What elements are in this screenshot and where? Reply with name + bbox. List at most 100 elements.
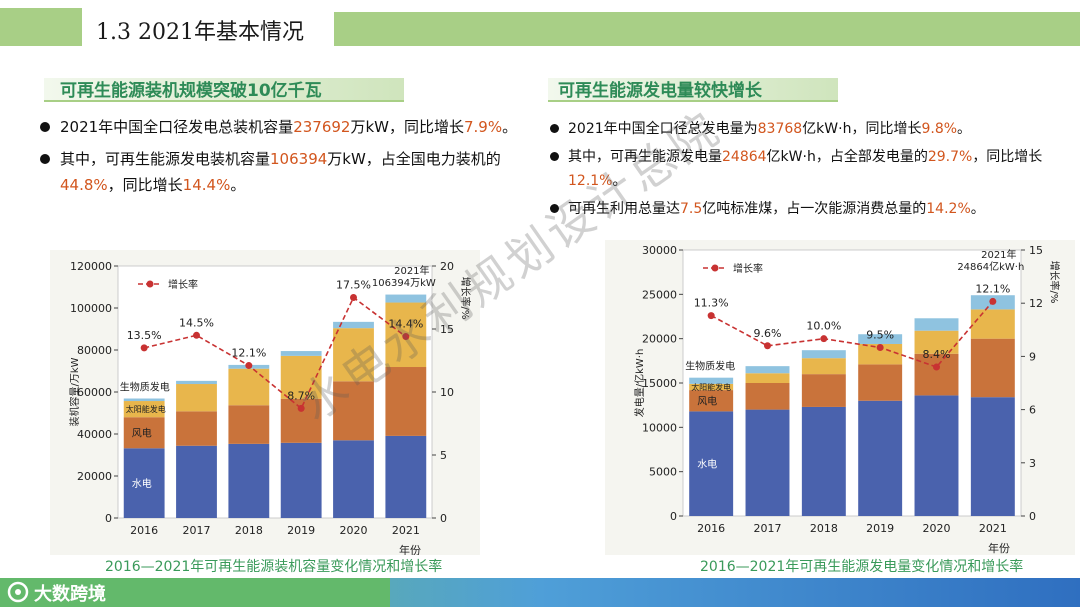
rate-label: 14.4% xyxy=(388,318,423,331)
y2-tick-label: 9 xyxy=(1029,350,1036,363)
y-tick-label: 15000 xyxy=(642,377,677,390)
text: 其中，可再生能源发电量 xyxy=(568,149,722,165)
bar-segment-solar xyxy=(123,401,165,418)
bar-segment-hydro xyxy=(385,435,427,518)
bar-segment-solar xyxy=(914,330,959,354)
right-chart-caption: 2016—2021年可再生能源发电量变化情况和增长率 xyxy=(700,559,1024,575)
right-bullet-list: 2021年中国全口径总发电量为83768亿kW·h，同比增长9.8%。 其中，可… xyxy=(548,117,1073,225)
y-tick-label: 40000 xyxy=(77,428,112,441)
highlight-value: 14.4% xyxy=(182,176,231,194)
brand-logo-icon xyxy=(6,580,30,604)
y2-tick-label: 15 xyxy=(1029,244,1043,257)
y2-tick-label: 0 xyxy=(1029,510,1036,523)
highlight-value: 9.8% xyxy=(921,121,958,137)
annotation-year: 2021年 xyxy=(394,264,429,277)
series-label-bio: 生物质发电 xyxy=(685,360,735,373)
y-tick-label: 5000 xyxy=(649,466,677,479)
rate-label: 8.4% xyxy=(923,348,951,361)
bar-segment-solar xyxy=(228,368,270,406)
y-tick-label: 120000 xyxy=(70,260,112,273)
page-title: 1.3 2021年基本情况 xyxy=(96,20,304,45)
text: 亿kW·h，占全部发电量的 xyxy=(766,149,928,165)
rate-point xyxy=(297,404,305,412)
text: 可再生利用总量达 xyxy=(568,201,680,217)
bar-segment-hydro xyxy=(280,442,322,518)
text: 其中，可再生能源发电装机容量 xyxy=(60,150,271,168)
rate-label: 10.0% xyxy=(806,320,841,333)
highlight-value: 106394 xyxy=(270,150,328,168)
x-tick-label: 2017 xyxy=(754,522,782,535)
rate-point xyxy=(820,335,828,343)
text: 万kW，占全国电力装机的 xyxy=(327,150,501,168)
bar-segment-wind xyxy=(970,338,1015,398)
bullet-dot-icon xyxy=(40,122,50,132)
rate-label: 9.5% xyxy=(866,329,894,342)
right-bullet-2: 其中，可再生能源发电量24864亿kW·h，占全部发电量的29.7%，同比增长 1… xyxy=(548,145,1073,193)
bar-segment-bio xyxy=(801,350,846,359)
bar-segment-hydro xyxy=(970,397,1015,516)
y2-tick-label: 10 xyxy=(440,386,454,399)
y-tick-label: 80000 xyxy=(77,344,112,357)
text: 2021年中国全口径发电总装机容量 xyxy=(60,118,294,136)
bar-segment-hydro xyxy=(745,409,790,516)
bar-segment-bio xyxy=(914,318,959,331)
text: 亿吨标准煤，占一次能源消费总量的 xyxy=(702,201,927,217)
rate-label: 9.6% xyxy=(754,327,782,340)
bar-segment-wind xyxy=(123,417,165,449)
y-tick-label: 0 xyxy=(105,512,112,525)
y2-tick-label: 6 xyxy=(1029,404,1036,417)
x-tick-label: 2020 xyxy=(923,522,951,535)
y2-tick-label: 20 xyxy=(440,260,454,273)
text: 。 xyxy=(957,121,972,137)
highlight-value: 24864 xyxy=(722,149,767,165)
footer-accent xyxy=(0,578,390,607)
bullet-dot-icon xyxy=(40,154,50,164)
bar-segment-wind xyxy=(745,383,790,410)
y2-axis-label: 增长率/% xyxy=(459,277,472,320)
annotation-year: 2021年 xyxy=(981,248,1016,261)
bar-segment-bio xyxy=(123,398,165,402)
x-tick-label: 2019 xyxy=(866,522,894,535)
y-tick-label: 20000 xyxy=(77,470,112,483)
text: 2021年中国全口径总发电量为 xyxy=(568,121,758,137)
bar-segment-solar xyxy=(689,383,734,391)
highlight-value: 7.9% xyxy=(463,118,503,136)
y-tick-label: 30000 xyxy=(642,244,677,257)
plot-area xyxy=(682,249,1022,517)
right-section-title-band xyxy=(548,78,838,102)
y-tick-label: 0 xyxy=(670,510,677,523)
x-tick-label: 2019 xyxy=(287,524,315,537)
y-tick-label: 60000 xyxy=(77,386,112,399)
y-axis-label: 发电量/亿kW·h xyxy=(633,349,646,418)
bar-segment-solar xyxy=(745,373,790,383)
y-tick-label: 25000 xyxy=(642,288,677,301)
text: 。 xyxy=(502,118,518,136)
x-tick-label: 2016 xyxy=(697,522,725,535)
rate-point xyxy=(989,297,997,305)
right-bullet-1: 2021年中国全口径总发电量为83768亿kW·h，同比增长9.8%。 xyxy=(548,117,1073,141)
series-label-bio: 生物质发电 xyxy=(120,381,170,394)
rate-point xyxy=(764,342,771,350)
left-bullet-1: 2021年中国全口径发电总装机容量237692万kW，同比增长7.9%。 xyxy=(38,114,538,140)
rate-point xyxy=(933,363,940,371)
generation-chart: 0 5000 10000 15000 20000 25000 30000 0 3 6 9 12 15 发电… xyxy=(605,240,1075,555)
rate-point xyxy=(402,333,410,341)
y2-axis-label: 增长率/% xyxy=(1048,261,1061,304)
text: 。 xyxy=(970,201,985,217)
text: 。 xyxy=(230,176,246,194)
highlight-value: 14.2% xyxy=(926,201,971,217)
y-tick-label: 100000 xyxy=(70,302,112,315)
annotation-value: 106394万kW xyxy=(372,278,436,289)
y2-tick-label: 15 xyxy=(440,323,454,336)
plot-area xyxy=(117,265,433,519)
legend-rate-marker xyxy=(146,280,154,288)
bar-segment-solar xyxy=(858,343,903,365)
bullet-dot-icon xyxy=(550,204,559,213)
text: 万kW，同比增长 xyxy=(350,118,464,136)
header-bar xyxy=(334,12,1080,46)
series-label-wind: 风电 xyxy=(697,395,717,408)
bar-segment-wind xyxy=(858,364,903,401)
rate-label: 14.5% xyxy=(179,316,214,329)
bar-segment-wind xyxy=(689,390,734,412)
right-bullet-3: 可再生利用总量达7.5亿吨标准煤，占一次能源消费总量的14.2%。 xyxy=(548,197,1073,221)
